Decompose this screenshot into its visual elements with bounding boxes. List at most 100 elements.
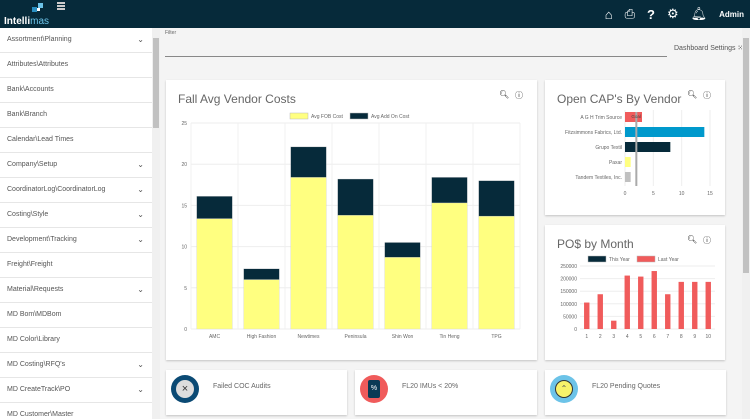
y-tick-label: 150000	[560, 289, 577, 295]
bar-segment	[337, 215, 374, 330]
logo-mark-icon	[32, 3, 44, 13]
info-icon[interactable]: ⓘ	[515, 91, 523, 100]
y-tick-label: Tandem Textiles, Inc.	[575, 175, 622, 181]
info-icon[interactable]: ⓘ	[703, 236, 711, 245]
x-tick-label: Peninsula	[345, 334, 367, 340]
close-circle-icon: ×	[171, 375, 199, 403]
gear-icon[interactable]: ⚙	[666, 6, 679, 21]
user-menu[interactable]: Admin	[719, 9, 744, 19]
print-icon[interactable]: ⎙	[624, 6, 635, 21]
goal-label: Goal	[631, 114, 641, 119]
sidebar-item[interactable]: MD Color\Library	[0, 328, 152, 353]
chevron-down-icon: ⌄	[137, 185, 144, 194]
sidebar-item[interactable]: MD CreateTrack\PO ⌄	[0, 378, 152, 403]
x-tick-label: AMC	[209, 334, 221, 340]
y-tick-label: 50000	[563, 314, 577, 320]
clock-icon: ⌃	[550, 375, 578, 403]
y-tick-label: 250000	[560, 264, 577, 270]
bar	[624, 275, 630, 329]
tile-pending-quotes[interactable]: ⌃ FL20 Pending Quotes	[545, 370, 726, 415]
bar	[692, 281, 698, 329]
sidebar-item[interactable]: Development\Tracking ⌄	[0, 228, 152, 253]
filter-label: Filter	[165, 30, 177, 36]
chevron-down-icon: ⌄	[137, 360, 144, 369]
y-tick-label: 200000	[560, 277, 577, 283]
y-tick-label: A G H Trim Source	[580, 115, 622, 121]
bar	[638, 276, 644, 329]
zoom-icon[interactable]: 🔍︎	[687, 90, 698, 99]
bar	[625, 127, 705, 137]
sidebar-item-label: Costing\Style	[7, 211, 49, 218]
x-tick-label: 0	[624, 191, 627, 197]
zoom-icon[interactable]: 🔍︎	[499, 90, 510, 99]
help-icon[interactable]: ?	[646, 6, 655, 22]
legend-swatch	[289, 112, 309, 120]
sidebar-item-label: Bank\Branch	[7, 111, 48, 118]
sidebar-item-label: MD Costing\RFQ's	[7, 361, 66, 368]
sidebar-item-label: Bank\Accounts	[7, 86, 54, 93]
sidebar-item[interactable]: Costing\Style ⌄	[0, 203, 152, 228]
y-tick-label: 15	[181, 203, 187, 209]
bar	[665, 294, 671, 329]
bar-segment	[431, 177, 468, 204]
x-tick-label: 7	[666, 334, 669, 340]
logo[interactable]: Intellimas	[4, 3, 54, 27]
x-tick-label: Newtimes	[298, 334, 320, 340]
y-tick-label: 100000	[560, 302, 577, 308]
x-tick-label: High Fashion	[247, 334, 277, 340]
sidebar-item[interactable]: CoordinatorLog\CoordinatorLog ⌄	[0, 178, 152, 203]
sidebar-item[interactable]: Company\Setup ⌄	[0, 153, 152, 178]
sidebar-item[interactable]: Bank\Accounts	[0, 78, 152, 103]
home-icon[interactable]: ⌂	[604, 6, 613, 22]
sidebar-item-label: Material\Requests	[7, 286, 64, 293]
x-tick-label: 10	[705, 334, 711, 340]
bar-segment	[196, 218, 233, 330]
sidebar-item[interactable]: MD Bom\MDBom	[0, 303, 152, 328]
filter-input[interactable]	[165, 37, 667, 57]
tile-label: FL20 Pending Quotes	[592, 383, 661, 390]
legend-label: This Year	[609, 257, 630, 263]
x-tick-label: 3	[612, 334, 615, 340]
sidebar-item[interactable]: Bank\Branch	[0, 103, 152, 128]
chevron-down-icon: ⌄	[137, 35, 144, 44]
x-tick-label: 2	[599, 334, 602, 340]
chevron-down-icon: ⌄	[137, 235, 144, 244]
sidebar-item[interactable]: MD Costing\RFQ's ⌄	[0, 353, 152, 378]
x-tick-label: 1	[585, 334, 588, 340]
sidebar-item-label: Assortment\Planning	[7, 36, 72, 43]
sidebar-scrollbar[interactable]	[152, 28, 160, 419]
x-tick-label: 5	[639, 334, 642, 340]
sidebar-item[interactable]: Assortment\Planning ⌄	[0, 28, 152, 53]
info-icon[interactable]: ⓘ	[703, 91, 711, 100]
chevron-down-icon: ⌄	[137, 385, 144, 394]
x-tick-label: Shin Won	[392, 334, 414, 340]
y-tick-label: 0	[184, 327, 187, 333]
y-tick-label: 5	[184, 286, 187, 292]
y-tick-label: Fitzsimmons Fabrics, Ltd.	[565, 130, 622, 136]
logo-text-suffix: mas	[30, 16, 50, 27]
bell-icon[interactable]: 🔔︎	[690, 6, 708, 21]
bar-segment	[431, 202, 468, 330]
sidebar-item[interactable]: MD Customer\Master	[0, 403, 152, 419]
sidebar-item-label: Freight\Freight	[7, 261, 53, 268]
dashboard-settings-label: Dashboard Settings	[674, 45, 736, 52]
menu-toggle-icon[interactable]	[57, 2, 65, 11]
bar-segment	[290, 177, 327, 330]
bar	[584, 302, 590, 329]
tile-label: FL20 IMUs < 20%	[402, 383, 459, 390]
x-tick-label: 4	[626, 334, 629, 340]
bar	[678, 281, 684, 329]
tile-failed-coc[interactable]: × Failed COC Audits	[166, 370, 347, 415]
sidebar-item[interactable]: Freight\Freight	[0, 253, 152, 278]
legend-swatch	[587, 255, 607, 263]
sidebar-item[interactable]: Calendar\Lead Times	[0, 128, 152, 153]
sidebar-item[interactable]: Material\Requests ⌄	[0, 278, 152, 303]
page-scrollbar[interactable]	[742, 28, 750, 419]
y-tick-label: Grupo Textil	[595, 145, 622, 151]
sidebar-item[interactable]: Attributes\Attributes	[0, 53, 152, 78]
x-tick-label: 5	[652, 191, 655, 197]
bar-segment	[384, 242, 421, 258]
zoom-icon[interactable]: 🔍︎	[687, 235, 698, 244]
logo-text: Intelli	[4, 16, 31, 27]
tile-imus[interactable]: % FL20 IMUs < 20%	[355, 370, 537, 415]
